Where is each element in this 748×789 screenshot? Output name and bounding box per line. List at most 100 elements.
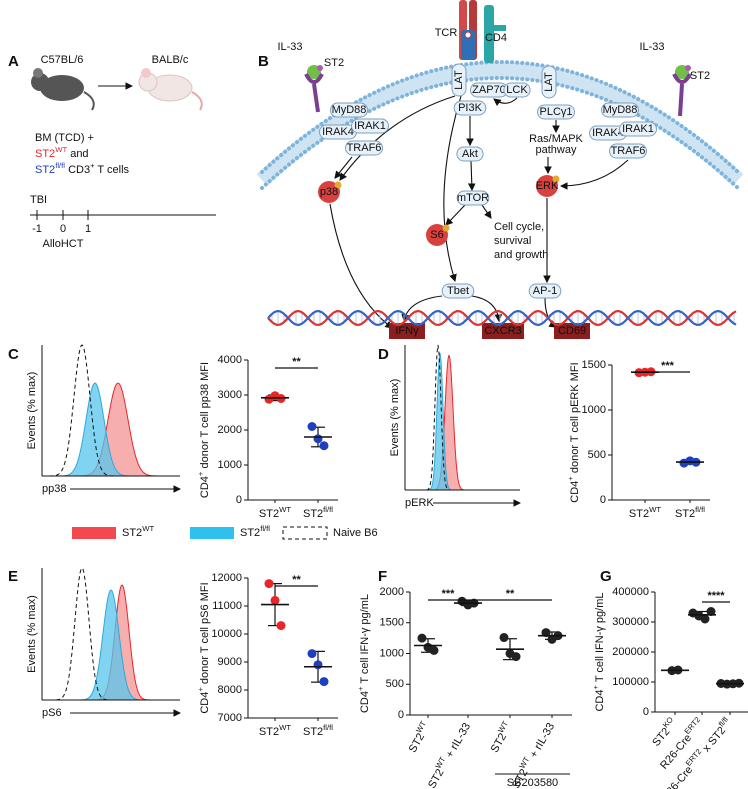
node-box — [453, 100, 487, 116]
histogram-xlabel: pS6 — [42, 707, 62, 719]
text-run: ST2 — [489, 731, 509, 754]
node-label: Tbet — [447, 285, 469, 297]
histogram-flfl — [405, 352, 520, 491]
data-point — [264, 579, 274, 589]
panel-label: C — [8, 346, 19, 363]
text-run: ST2 — [303, 726, 323, 738]
x-tick-label: ST2WT — [486, 719, 516, 755]
histogram-xlabel: pp38 — [42, 483, 66, 495]
y-tick-label: 500 — [588, 449, 606, 461]
y-tick-label: 4000 — [218, 354, 242, 366]
y-tick-label: 100000 — [612, 676, 649, 688]
text-run: ST2 — [240, 527, 260, 539]
text-run: WT — [279, 723, 291, 732]
node-box — [609, 143, 647, 159]
significance-label: ** — [506, 588, 515, 600]
cd4 — [484, 5, 506, 63]
graft-line: BM (TCD) + — [35, 132, 94, 144]
text-run: + — [196, 687, 205, 692]
text-run: + — [566, 476, 575, 481]
x-tick-label: ST2WT — [629, 505, 661, 520]
node-circle — [426, 224, 448, 246]
text-run: fl/fl — [260, 524, 270, 533]
node-label: S6 — [430, 229, 443, 241]
text-run: fl/fl — [323, 723, 333, 732]
text-run: ST2 — [35, 148, 55, 160]
text-run: ST2 — [650, 726, 672, 749]
y-tick-label: 200000 — [612, 646, 649, 658]
recipient-label: BALB/c — [152, 54, 189, 66]
text-run: and — [67, 148, 88, 160]
panel-label: A — [8, 53, 19, 70]
text-run: ST2 — [35, 164, 55, 176]
group-label: SB203580 — [507, 777, 558, 789]
text-run: WT — [55, 145, 67, 154]
x-tick-label: ST2fl/fl — [675, 505, 705, 520]
data-point — [511, 652, 521, 662]
text-run: fl/fl — [55, 161, 65, 170]
text-run: + — [196, 471, 205, 476]
y-tick-label: 12000 — [211, 572, 242, 584]
node-label: LCK — [506, 84, 528, 96]
text-run: fl/fl — [695, 505, 705, 514]
histogram-xlabel: pERK — [405, 497, 434, 509]
y-tick-label: 9000 — [218, 656, 242, 668]
graft-line: ST2fl/fl CD3+ T cells — [35, 161, 130, 176]
text-run: ST2 — [629, 508, 649, 520]
legend-swatch — [282, 526, 328, 540]
node-label: CD4 — [485, 32, 507, 44]
text-run: CD4 — [569, 481, 581, 503]
timeline-tick: 0 — [60, 223, 66, 235]
tcr — [459, 0, 477, 60]
y-axis-label: CD4+ donor T cell pS6 MFI — [196, 582, 211, 713]
y-tick-label: 1500 — [582, 359, 606, 371]
text-run: T cells — [95, 164, 130, 176]
y-tick-label: 1000 — [218, 459, 242, 471]
node-label: IRAK1 — [622, 123, 654, 135]
phospho — [552, 175, 560, 183]
text-run: WT — [414, 719, 428, 734]
text-run: ERT2 — [682, 715, 701, 736]
text-run: ST2 — [303, 508, 323, 520]
text-run: fl/fl — [323, 505, 333, 514]
node-circle — [318, 181, 340, 203]
y-tick-label: 2000 — [380, 586, 404, 598]
mouse-donor — [31, 68, 95, 111]
donor-label: C57BL/6 — [41, 54, 84, 66]
text-run: + — [356, 686, 365, 691]
y-tick-label: 1500 — [380, 617, 404, 629]
text-run: WT — [649, 505, 661, 514]
text-run: ST2 — [675, 508, 695, 520]
y-tick-label: 0 — [398, 709, 404, 721]
y-tick-label: 1000 — [380, 647, 404, 659]
data-point — [700, 614, 710, 624]
data-point — [270, 595, 280, 605]
data-point — [313, 434, 323, 444]
x-tick-label: ST2fl/fl — [303, 505, 333, 520]
timeline-label: AlloHCT — [43, 238, 84, 250]
data-point — [499, 633, 509, 643]
text-run: + — [90, 161, 95, 170]
histogram-wt — [405, 354, 520, 491]
membrane-outer — [260, 60, 740, 174]
x-tick-label: ST2WT + rIL-33 — [423, 719, 473, 789]
phospho — [334, 181, 342, 189]
histogram-flfl — [42, 589, 180, 701]
data-point — [313, 660, 323, 670]
significance-label: *** — [442, 588, 456, 600]
y-tick-label: 3000 — [218, 389, 242, 401]
text-run: donor T cell pS6 MFI — [199, 582, 211, 687]
data-point — [307, 649, 317, 659]
text-run: T cell IFN-γ pg/mL — [359, 594, 371, 687]
node-box — [451, 63, 467, 97]
gene-box — [482, 323, 524, 339]
x-tick-label: ST2WT — [259, 723, 291, 738]
histogram-naive — [405, 344, 520, 491]
node-label: ST2 — [690, 70, 710, 82]
timeline-tick: 1 — [85, 223, 91, 235]
y-axis-label: CD4+ T cell IFN-γ pg/mL — [356, 594, 371, 713]
text-run: + rIL-33 — [442, 721, 473, 763]
node-box — [345, 140, 383, 156]
data-point — [541, 628, 551, 638]
text-run: T cell IFN-γ pg/mL — [594, 592, 606, 685]
